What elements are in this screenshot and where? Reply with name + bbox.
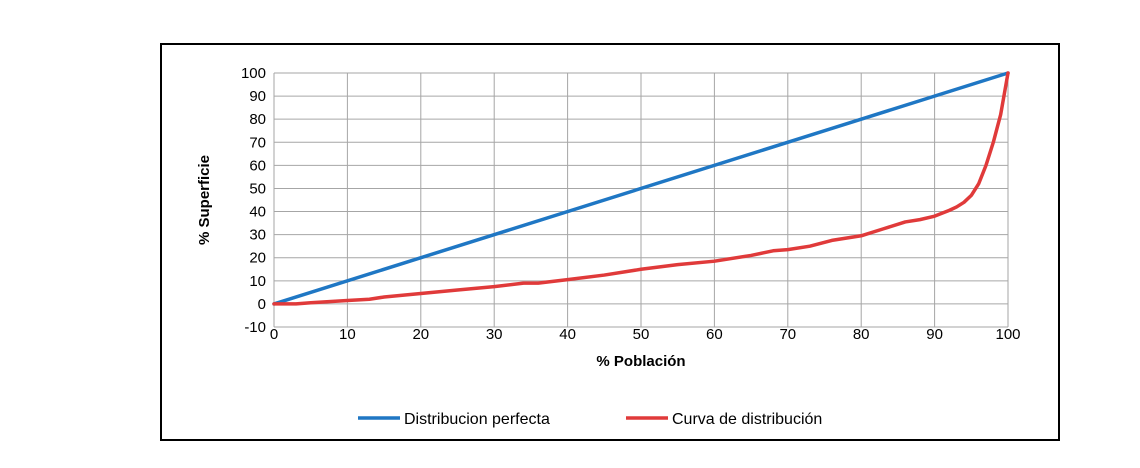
x-tick-label: 100 [995, 326, 1020, 343]
y-tick-label: 90 [249, 88, 266, 105]
y-axis-title: % Superficie [196, 155, 213, 245]
y-tick-label: 40 [249, 204, 266, 221]
y-tick-label: 100 [241, 65, 266, 82]
y-tick-label: 50 [249, 180, 266, 197]
y-tick-label: -10 [244, 319, 266, 336]
legend: Distribucion perfecta Curva de distribuci… [358, 411, 822, 428]
legend-label-2: Curva de distribución [672, 411, 822, 428]
y-tick-label: 10 [249, 273, 266, 290]
y-tick-label: 0 [258, 296, 266, 313]
x-tick-label: 20 [412, 326, 429, 343]
x-tick-label: 30 [486, 326, 503, 343]
x-tick-label: 50 [633, 326, 650, 343]
y-tick-label: 20 [249, 250, 266, 267]
y-tick-label: 80 [249, 111, 266, 128]
y-tick-label: 60 [249, 157, 266, 174]
chart-frame [160, 43, 1060, 441]
y-tick-label: 30 [249, 227, 266, 244]
x-tick-label: 10 [339, 326, 356, 343]
x-tick-label: 40 [559, 326, 576, 343]
y-tick-label: 70 [249, 134, 266, 151]
x-tick-label: 0 [270, 326, 278, 343]
grid [273, 72, 1009, 328]
x-tick-label: 80 [853, 326, 870, 343]
series-layer [272, 71, 1010, 306]
series-line-1 [272, 71, 1010, 306]
x-axis-title: % Población [596, 353, 685, 370]
x-tick-label: 90 [926, 326, 943, 343]
x-tick-label: 60 [706, 326, 723, 343]
x-tick-label: 70 [779, 326, 796, 343]
legend-label-1: Distribucion perfecta [404, 411, 550, 428]
series-line-2 [272, 71, 1010, 306]
